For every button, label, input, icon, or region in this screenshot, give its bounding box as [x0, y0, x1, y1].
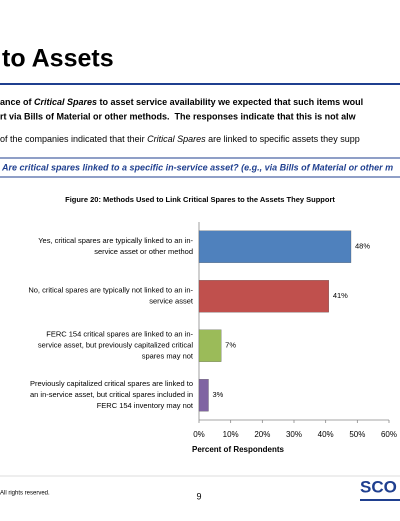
- value-label: 41%: [333, 291, 348, 300]
- category-label: Previously capitalized critical spares a…: [30, 379, 193, 388]
- x-tick-label: 20%: [254, 430, 270, 439]
- category-label: FERC 154 inventory may not: [97, 401, 194, 410]
- x-tick-label: 60%: [381, 430, 397, 439]
- intro-line: ance of Critical Spares to asset service…: [0, 97, 363, 107]
- page-number: 9: [196, 491, 201, 501]
- finding-line: of the companies indicated that their Cr…: [0, 134, 360, 144]
- chart-title: Figure 20: Methods Used to Link Critical…: [65, 195, 335, 204]
- logo: SCO: [360, 477, 397, 496]
- footer: All rights reserved.: [0, 491, 50, 497]
- x-axis-label: Percent of Respondents: [192, 445, 285, 454]
- slide-title: to Assets: [2, 45, 114, 73]
- bar: [198, 329, 222, 362]
- category-label: FERC 154 critical spares are linked to a…: [46, 330, 193, 339]
- bar: [198, 379, 209, 412]
- question: Are critical spares linked to a specific…: [1, 162, 393, 172]
- category-label: service asset or other method: [94, 247, 193, 256]
- category-label: an in-service asset, but critical spares…: [30, 390, 193, 399]
- intro-text: ance of: [0, 97, 34, 107]
- category-label: spares may not: [142, 352, 194, 361]
- intro-line: rt via Bills of Material or other method…: [0, 111, 357, 121]
- x-tick-label: 30%: [286, 430, 302, 439]
- x-tick-label: 50%: [349, 430, 365, 439]
- finding-text: are linked to specific assets they supp: [206, 134, 360, 144]
- x-tick-label: 0%: [193, 430, 205, 439]
- category-label: service asset, but previously capitalize…: [38, 341, 193, 350]
- finding-text: Critical Spares: [147, 134, 206, 144]
- value-label: 7%: [225, 341, 236, 350]
- finding-text: of the companies indicated that their: [0, 134, 147, 144]
- intro-text: Critical Spares: [34, 97, 97, 107]
- x-tick-label: 40%: [318, 430, 334, 439]
- category-label: Yes, critical spares are typically linke…: [38, 236, 193, 245]
- value-label: 48%: [355, 242, 370, 251]
- bar: [198, 230, 352, 263]
- intro-text: to asset service availability we expecte…: [97, 97, 363, 107]
- category-label: No, critical spares are typically not li…: [28, 286, 193, 295]
- value-label: 3%: [213, 390, 224, 399]
- bar: [198, 280, 329, 313]
- category-label: service asset: [149, 297, 194, 306]
- x-tick-label: 10%: [223, 430, 239, 439]
